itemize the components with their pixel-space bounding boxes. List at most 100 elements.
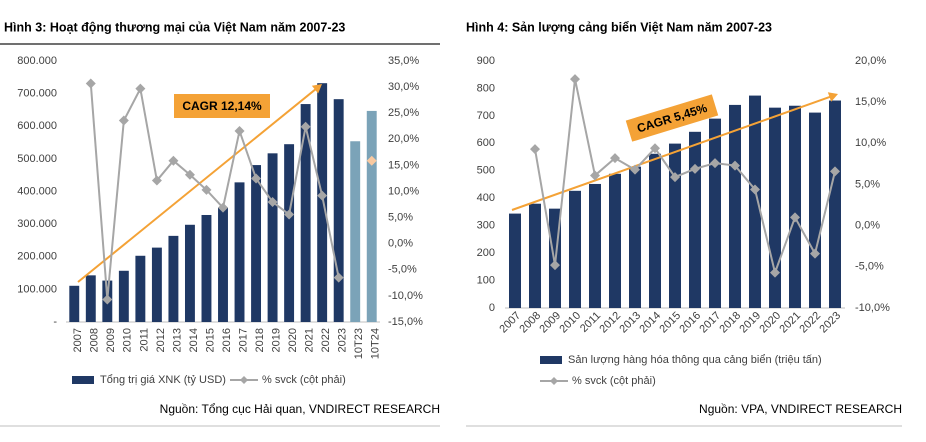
- legend-marker: [550, 377, 558, 385]
- line-marker: [184, 169, 195, 180]
- chart-title: Hình 3: Hoạt động thương mại của Việt Na…: [4, 20, 345, 34]
- bar: [749, 95, 761, 308]
- bar: [85, 275, 96, 322]
- legend-marker: [240, 376, 248, 384]
- y2-tick-label: -10,0%: [855, 302, 890, 314]
- bar: [809, 112, 821, 309]
- x-tick-label: 2022: [320, 328, 332, 352]
- x-tick-label: 2016: [677, 310, 703, 336]
- bar: [669, 143, 681, 308]
- annotation-box: [174, 94, 270, 118]
- annotation: CAGR 12,14%: [174, 94, 270, 118]
- legend-label: Sản lượng hàng hóa thông qua cảng biển (…: [568, 354, 822, 366]
- line-marker: [118, 115, 129, 126]
- bar: [829, 100, 841, 309]
- x-tick-label: 2009: [105, 328, 117, 352]
- x-tick-label: 2022: [797, 310, 823, 336]
- line-marker: [590, 170, 600, 181]
- x-tick-label: 2016: [221, 328, 233, 352]
- legend-label: % svck (cột phải): [262, 374, 346, 386]
- y-tick-label: 100.000: [17, 283, 57, 295]
- x-tick-label: 2017: [237, 328, 249, 352]
- y2-tick-label: 25,0%: [388, 107, 419, 119]
- y-tick-label: 0: [489, 302, 495, 314]
- y2-tick-label: -15,0%: [388, 316, 423, 328]
- x-tick-label: 2007: [72, 328, 84, 352]
- y2-tick-label: 20,0%: [388, 133, 419, 145]
- bar: [629, 166, 641, 308]
- x-tick-label: 2023: [337, 328, 349, 352]
- line-marker: [550, 260, 560, 271]
- bar: [509, 213, 521, 308]
- x-tick-label: 2018: [717, 310, 743, 336]
- line-marker: [530, 144, 540, 155]
- y2-tick-label: 10,0%: [388, 185, 419, 197]
- line-marker: [85, 78, 96, 89]
- annotation-text: CAGR 12,14%: [182, 99, 262, 113]
- x-tick-label: 2019: [270, 328, 282, 352]
- bar: [168, 235, 179, 322]
- line-marker: [267, 196, 278, 207]
- y2-tick-label: 30,0%: [388, 81, 419, 93]
- x-tick-label: 2015: [657, 310, 683, 336]
- y-tick-label: 900: [477, 55, 495, 67]
- trend-line: [511, 95, 831, 211]
- y-tick-label: 300: [477, 220, 495, 232]
- bar: [350, 141, 361, 322]
- line: [534, 78, 836, 277]
- x-tick-label: 2010: [122, 328, 134, 352]
- line-marker: [570, 74, 580, 85]
- legend-label: Tổng trị giá XNK (tỷ USD): [100, 374, 226, 386]
- x-tick-label: 2014: [637, 310, 663, 336]
- y-tick-label: -: [53, 316, 57, 328]
- line-marker: [333, 272, 344, 283]
- y2-tick-label: 35,0%: [388, 55, 419, 67]
- bar: [769, 107, 781, 309]
- y2-tick-label: 5,0%: [855, 178, 880, 190]
- bar: [366, 110, 377, 322]
- bar: [317, 83, 328, 322]
- legend-label: % svck (cột phải): [572, 375, 656, 387]
- y2-tick-label: 0,0%: [855, 220, 880, 232]
- y2-tick-label: -5,0%: [388, 264, 417, 276]
- bar: [300, 104, 311, 322]
- y-tick-label: 800: [477, 82, 495, 94]
- line-marker: [830, 166, 840, 177]
- y-tick-label: 400: [477, 192, 495, 204]
- bar: [729, 104, 741, 309]
- bar: [789, 105, 801, 309]
- bar: [151, 247, 162, 322]
- bar: [284, 144, 295, 322]
- line-marker: [251, 173, 262, 184]
- chart-title: Hình 4: Sản lượng cảng biển Việt Nam năm…: [466, 20, 772, 34]
- line-marker: [630, 164, 640, 175]
- line-marker: [284, 209, 295, 220]
- bar: [118, 270, 129, 322]
- y-tick-label: 700: [477, 110, 495, 122]
- x-tick-label: 2008: [517, 310, 543, 336]
- line: [89, 83, 340, 300]
- legend-swatch: [72, 376, 94, 384]
- x-tick-label: 2008: [89, 328, 101, 352]
- bar: [251, 165, 262, 322]
- x-tick-label: 2023: [817, 310, 843, 336]
- trend-line: [77, 88, 317, 283]
- source: Nguồn: VPA, VNDIRECT RESEARCH: [699, 402, 902, 416]
- x-tick-label: 2011: [138, 328, 150, 352]
- line-marker: [300, 121, 311, 132]
- bar: [69, 285, 80, 322]
- line-marker: [770, 267, 780, 278]
- y-tick-label: 700.000: [17, 88, 57, 100]
- bar: [689, 131, 701, 308]
- bar: [333, 99, 344, 322]
- y-tick-label: 200: [477, 247, 495, 259]
- y2-tick-label: 0,0%: [388, 238, 413, 250]
- x-tick-label: 2012: [155, 328, 167, 352]
- trend-arrowhead: [311, 84, 322, 94]
- line-marker: [650, 143, 660, 154]
- y2-tick-label: 5,0%: [388, 212, 413, 224]
- bar: [135, 255, 146, 322]
- bar: [589, 183, 601, 308]
- y2-tick-label: -5,0%: [855, 261, 884, 273]
